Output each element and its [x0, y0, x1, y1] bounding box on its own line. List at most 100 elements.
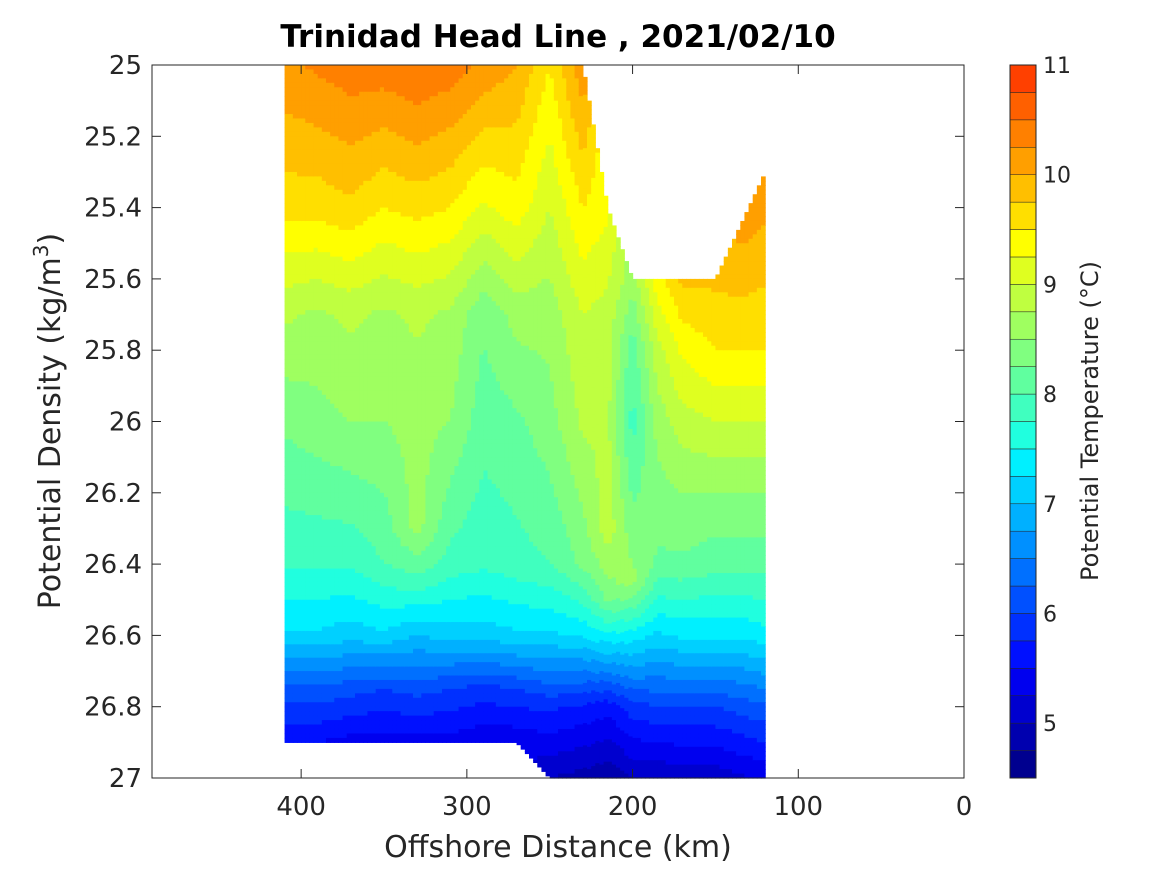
contour-cell	[400, 91, 406, 97]
contour-cell	[342, 82, 348, 88]
contour-cell	[371, 363, 377, 369]
contour-cell	[326, 430, 331, 436]
contour-cell	[367, 345, 373, 351]
contour-cell	[355, 203, 360, 209]
contour-cell	[317, 448, 323, 454]
contour-cell	[388, 78, 393, 84]
contour-cell	[346, 145, 352, 151]
contour-cell	[334, 546, 340, 552]
contour-cell	[400, 394, 406, 400]
contour-cell	[400, 154, 406, 160]
contour-cell	[305, 78, 311, 84]
contour-cell	[326, 595, 331, 601]
contour-cell	[408, 336, 414, 342]
contour-cell	[326, 65, 331, 71]
contour-cell	[355, 336, 360, 342]
contour-cell	[379, 73, 385, 79]
contour-cell	[321, 109, 327, 115]
contour-cell	[375, 216, 381, 222]
contour-cell	[359, 65, 364, 71]
contour-cell	[404, 287, 410, 293]
contour-cell	[313, 189, 319, 195]
contour-cell	[297, 185, 302, 191]
contour-cell	[371, 319, 377, 325]
contour-cell	[375, 78, 381, 84]
contour-cell	[417, 323, 422, 329]
contour-cell	[309, 648, 315, 654]
contour-cell	[338, 671, 344, 677]
contour-cell	[413, 234, 418, 240]
contour-cell	[363, 319, 369, 325]
contour-cell	[292, 474, 298, 481]
contour-cell	[384, 657, 389, 663]
contour-cell	[313, 368, 319, 374]
contour-cell	[309, 301, 315, 307]
contour-cell	[326, 590, 331, 596]
contour-cell	[284, 679, 290, 686]
contour-cell	[288, 109, 294, 115]
contour-cell	[309, 91, 315, 97]
contour-cell	[334, 720, 340, 726]
contour-cell	[359, 354, 364, 360]
contour-cell	[350, 163, 356, 169]
contour-cell	[400, 341, 406, 347]
contour-cell	[367, 78, 373, 84]
contour-cell	[288, 550, 294, 556]
contour-cell	[321, 350, 327, 356]
contour-cell	[338, 287, 344, 293]
contour-cell	[417, 359, 422, 365]
contour-cell	[355, 225, 360, 231]
contour-cell	[404, 688, 410, 694]
contour-cell	[359, 403, 364, 409]
contour-cell	[396, 247, 402, 253]
contour-cell	[413, 140, 418, 146]
contour-cell	[342, 702, 348, 708]
contour-cell	[375, 207, 381, 213]
contour-cell	[326, 720, 331, 726]
contour-cell	[363, 644, 369, 650]
contour-cell	[392, 87, 398, 93]
contour-cell	[297, 555, 302, 561]
contour-cell	[305, 203, 311, 209]
contour-cell	[326, 198, 331, 204]
contour-cell	[313, 207, 319, 213]
contour-cell	[292, 604, 298, 610]
contour-cell	[317, 109, 323, 115]
contour-cell	[346, 510, 352, 516]
contour-cell	[355, 243, 360, 249]
contour-cell	[284, 568, 290, 574]
contour-cell	[321, 167, 327, 173]
contour-cell	[408, 274, 414, 280]
contour-cell	[384, 265, 389, 271]
contour-cell	[334, 622, 340, 628]
contour-cell	[292, 301, 298, 307]
contour-cell	[375, 532, 381, 538]
contour-cell	[396, 381, 402, 387]
contour-cell	[408, 385, 414, 391]
contour-cell	[404, 564, 410, 570]
contour-cell	[379, 693, 385, 699]
contour-cell	[388, 492, 393, 498]
contour-cell	[292, 720, 298, 726]
contour-cell	[417, 510, 422, 516]
contour-cell	[363, 474, 369, 481]
contour-cell	[297, 158, 302, 164]
contour-cell	[413, 96, 418, 102]
contour-cell	[408, 220, 414, 227]
contour-cell	[288, 653, 294, 659]
contour-cell	[317, 154, 323, 160]
contour-cell	[367, 105, 373, 111]
contour-cell	[392, 127, 398, 133]
contour-cell	[408, 515, 414, 521]
contour-cell	[408, 675, 414, 681]
contour-cell	[301, 568, 306, 574]
contour-cell	[346, 470, 352, 476]
contour-cell	[371, 376, 377, 382]
contour-cell	[330, 82, 335, 88]
contour-cell	[326, 234, 331, 240]
contour-cell	[313, 381, 319, 387]
contour-cell	[363, 737, 369, 743]
contour-cell	[330, 167, 335, 173]
contour-cell	[350, 577, 356, 583]
contour-cell	[346, 229, 352, 235]
